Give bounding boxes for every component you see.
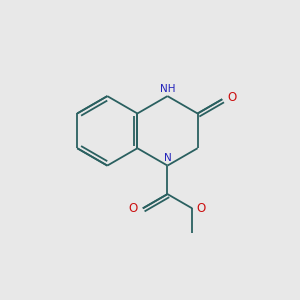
Text: N: N bbox=[164, 153, 171, 163]
Text: O: O bbox=[128, 202, 137, 215]
Text: O: O bbox=[227, 91, 237, 104]
Text: NH: NH bbox=[160, 84, 175, 94]
Text: O: O bbox=[196, 202, 206, 215]
